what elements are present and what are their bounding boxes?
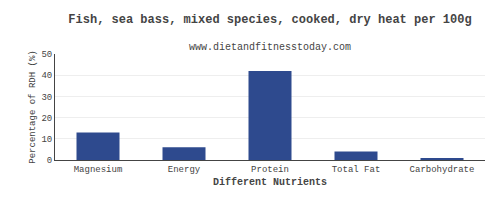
- svg-text:0: 0: [47, 156, 52, 166]
- svg-text:Different Nutrients: Different Nutrients: [213, 177, 327, 188]
- svg-text:30: 30: [41, 93, 52, 103]
- svg-text:10: 10: [41, 135, 52, 145]
- svg-text:Fish, sea bass, mixed species,: Fish, sea bass, mixed species, cooked, d…: [68, 13, 471, 27]
- svg-text:20: 20: [41, 114, 52, 124]
- svg-text:40: 40: [41, 71, 52, 81]
- svg-text:Percentage of RDH (%): Percentage of RDH (%): [28, 50, 38, 163]
- svg-text:www.dietandfitnesstoday.com: www.dietandfitnesstoday.com: [189, 42, 351, 53]
- svg-text:50: 50: [41, 50, 52, 60]
- svg-text:Total Fat: Total Fat: [332, 165, 381, 175]
- svg-text:Protein: Protein: [251, 165, 289, 175]
- svg-text:Magnesium: Magnesium: [74, 165, 123, 175]
- svg-text:Energy: Energy: [168, 165, 201, 175]
- svg-text:Carbohydrate: Carbohydrate: [410, 165, 475, 175]
